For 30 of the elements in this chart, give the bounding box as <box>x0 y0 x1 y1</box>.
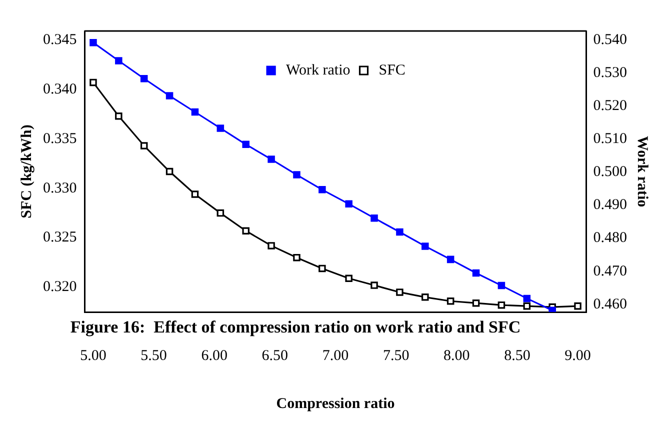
x-tick-label: 6.50 <box>262 348 288 364</box>
legend-label: SFC <box>378 62 406 78</box>
caption: Figure 16: Effect of compression ratio on work ratio and SFC <box>70 317 521 336</box>
x-tick-label: 7.50 <box>382 348 410 364</box>
y-tick-label: 0.340 <box>43 81 77 98</box>
y2-tick-label: 0.520 <box>593 98 627 114</box>
x-tick-label: 9.00 <box>564 348 591 364</box>
y-tick-label: 0.325 <box>43 230 77 246</box>
x-tick-label: 5.50 <box>140 348 167 364</box>
y-tick-label: 0.335 <box>43 130 77 147</box>
x-tick-label: 5.00 <box>80 348 106 364</box>
y2-tick-label: 0.510 <box>593 131 627 148</box>
y-tick-label: 0.320 <box>43 279 77 296</box>
x-tick-label: 7.00 <box>322 348 349 364</box>
x-tick-label: 8.50 <box>504 348 530 364</box>
y2-tick-label: 0.500 <box>593 164 627 180</box>
y2-tick-label: 0.470 <box>593 263 627 280</box>
y-tick-label: 0.330 <box>43 180 77 196</box>
y2-tick-label: 0.530 <box>593 64 627 81</box>
x-axis-title: Compression ratio <box>276 396 395 412</box>
y2-axis-title: Work ratio <box>634 136 650 208</box>
y2-tick-label: 0.490 <box>593 197 627 214</box>
y2-tick-label: 0.460 <box>593 296 627 312</box>
y-tick-label: 0.345 <box>43 32 77 48</box>
x-tick-label: 8.00 <box>444 348 470 364</box>
x-tick-label: 6.00 <box>201 348 228 364</box>
y2-tick-label: 0.540 <box>593 32 627 48</box>
y-axis-title: SFC (kg/kWh) <box>18 124 35 218</box>
y2-tick-label: 0.480 <box>593 230 627 246</box>
legend-label: Work ratio <box>286 62 350 78</box>
